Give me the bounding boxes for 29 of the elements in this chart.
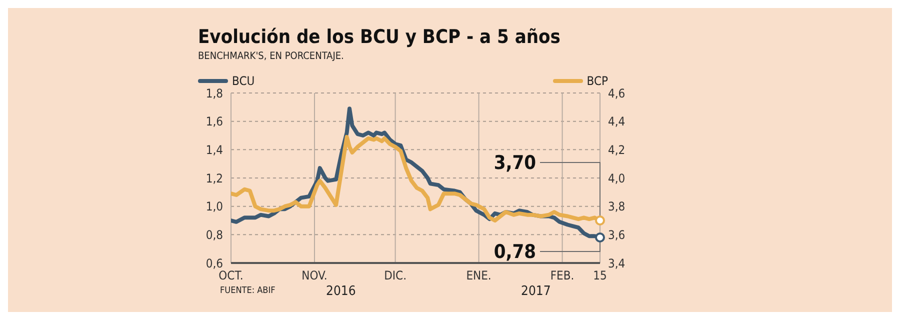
y2-tick-label: 3,4 [608,256,626,270]
y-tick-label: 1,6 [206,114,224,129]
y-tick-label: 1,2 [206,171,223,186]
y-tick-label: 0,8 [206,228,224,242]
x-tick-label: 15 [593,268,607,283]
x-tick-label: DIC. [384,268,407,283]
data-label: 0,78 [494,241,536,264]
text: 2017 [521,284,551,299]
chart-subtitle: BENCHMARK'S, EN PORCENTAJE. [198,51,344,62]
text: 2016 [326,284,356,299]
data-label: 3,70 [494,152,536,174]
y2-tick-label: 3,6 [608,228,626,242]
y2-tick-label: 4,2 [608,142,626,157]
legend-label: BCU [232,74,255,88]
x-tick-label: OCT. [218,268,244,283]
legend-label: BCP [586,74,608,88]
y2-tick-label: 3,8 [608,200,626,214]
x-tick-label: NOV. [302,268,328,283]
y-tick-label: 1,4 [206,142,224,157]
x-tick-label: FEB. [550,268,574,283]
y-tick-label: 1,0 [206,200,224,214]
chart-title: Evolución de los BCU y BCP - a 5 años [198,26,560,48]
y2-tick-label: 4,4 [608,114,626,129]
y2-tick-label: 4,0 [608,171,626,186]
source-note: FUENTE: ABIF [220,286,276,296]
y-tick-label: 0,6 [206,256,224,270]
y-tick-label: 1,8 [206,86,224,100]
x-tick-label: ENE. [466,268,492,283]
y2-tick-label: 4,6 [608,86,626,100]
